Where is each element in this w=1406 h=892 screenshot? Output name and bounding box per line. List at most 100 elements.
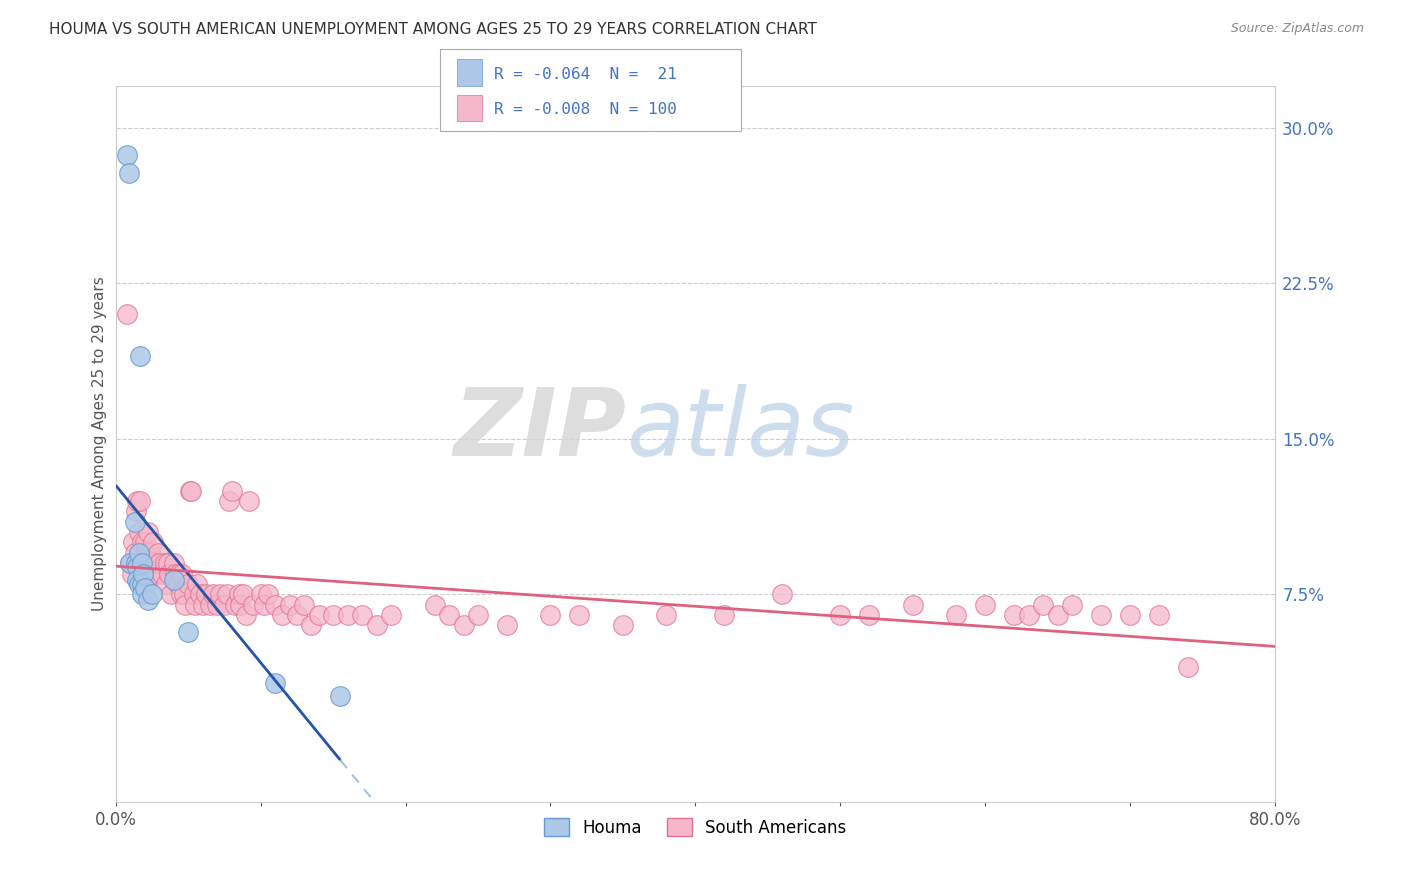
Point [257,587,280,601]
Point [264,598,287,612]
Point [292,598,315,612]
Point [1032,598,1054,612]
Point [1147,607,1170,622]
Point [135,546,157,560]
Y-axis label: Unemployment Among Ages 25 to 29 years: Unemployment Among Ages 25 to 29 years [93,277,107,611]
Point [120,556,142,570]
Point [329,689,352,703]
Point [180,483,202,498]
Point [1046,607,1069,622]
Point [221,483,243,498]
Point [150,566,173,581]
Point [128,524,150,539]
Point [179,483,201,498]
Point [148,556,170,570]
Point [128,546,150,560]
Point [299,618,322,632]
Point [134,581,156,595]
Point [1062,598,1084,612]
Point [170,587,193,601]
Point [217,587,239,601]
Point [453,618,475,632]
Point [131,556,153,570]
Point [177,624,200,639]
Point [124,515,146,529]
Point [141,566,163,581]
Point [129,349,152,363]
Point [159,587,181,601]
Point [129,494,152,508]
Point [467,607,489,622]
Point [496,618,519,632]
Point [205,598,228,612]
Point [352,607,374,622]
Point [117,307,139,321]
Point [155,577,177,591]
Point [1002,607,1025,622]
Point [224,598,246,612]
Point [188,587,211,601]
Point [125,556,148,570]
Point [249,587,271,601]
Point [901,598,924,612]
Point [232,587,254,601]
Point [194,587,217,601]
Point [156,556,179,570]
Point [173,587,195,601]
Point [143,556,166,570]
Text: HOUMA VS SOUTH AMERICAN UNEMPLOYMENT AMONG AGES 25 TO 29 YEARS CORRELATION CHART: HOUMA VS SOUTH AMERICAN UNEMPLOYMENT AMO… [49,22,817,37]
Point [162,556,184,570]
Point [131,587,153,601]
Point [945,607,967,622]
Text: atlas: atlas [626,384,853,475]
Point [264,676,287,690]
Point [131,577,153,591]
Point [278,598,301,612]
Point [131,535,153,549]
Point [201,587,224,601]
Point [308,607,330,622]
Point [167,577,190,591]
Text: R = -0.008  N = 100: R = -0.008 N = 100 [494,103,676,117]
Point [1119,607,1142,622]
Point [134,535,156,549]
Point [1090,607,1112,622]
Point [1018,607,1040,622]
Point [713,607,735,622]
Point [162,573,184,587]
Point [858,607,880,622]
Point [132,566,155,581]
Point [612,618,634,632]
Point [228,587,250,601]
Point [540,607,562,622]
Point [423,598,446,612]
Text: Source: ZipAtlas.com: Source: ZipAtlas.com [1230,22,1364,36]
Point [218,494,240,508]
Point [974,598,997,612]
Point [145,566,167,581]
Point [322,607,344,622]
Point [141,587,163,601]
Point [118,166,141,180]
Point [146,546,169,560]
Point [127,560,149,574]
Point [568,607,591,622]
Point [336,607,359,622]
Point [655,607,678,622]
Point [174,598,197,612]
Point [125,504,148,518]
Point [165,566,187,581]
Point [121,566,143,581]
Point [198,598,221,612]
Point [252,598,274,612]
Point [830,607,852,622]
Point [770,587,793,601]
Point [366,618,388,632]
Point [128,577,150,591]
Point [136,593,159,607]
Point [271,607,294,622]
Point [1177,660,1199,674]
Point [172,566,194,581]
Point [214,598,236,612]
Point [208,587,231,601]
